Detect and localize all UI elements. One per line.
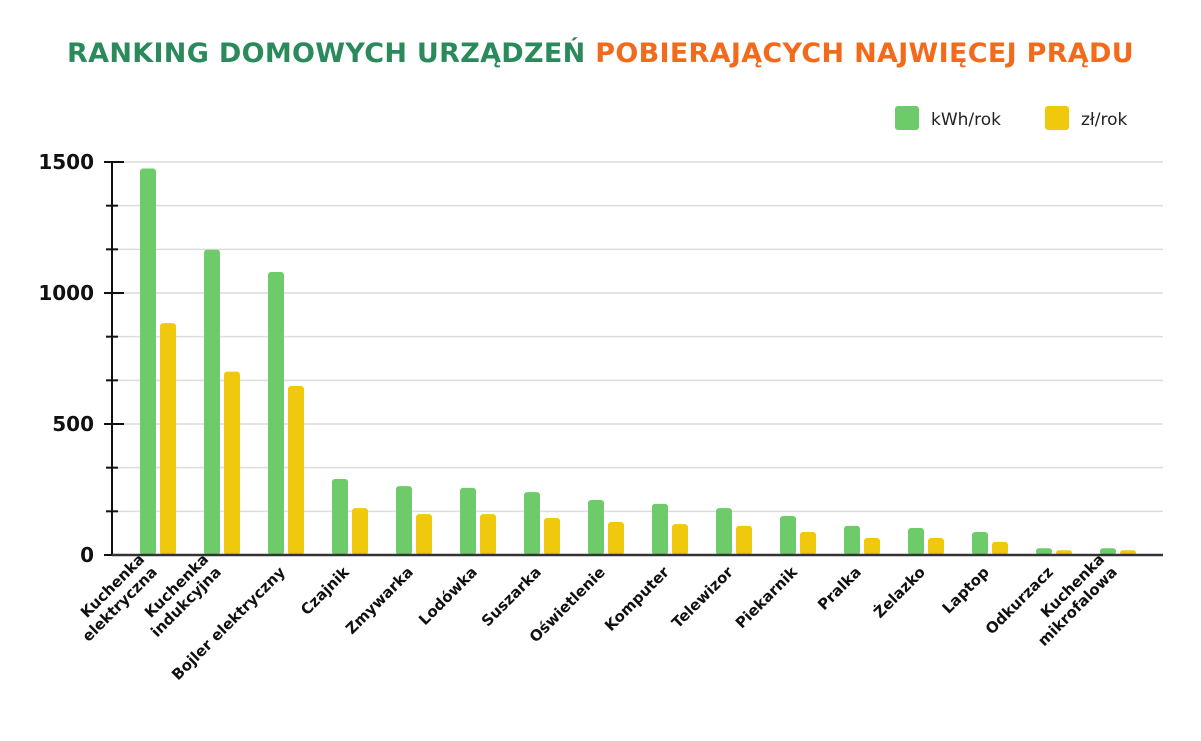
x-tick-label-line: Laptop bbox=[939, 563, 993, 617]
bar-zl bbox=[736, 525, 752, 555]
x-tick-label: Laptop bbox=[939, 563, 993, 617]
bar-kwh bbox=[460, 487, 476, 555]
title-part-2: POBIERAJĄCYCH NAJWIĘCEJ PRĄDU bbox=[595, 38, 1134, 69]
x-tick-label-line: Piekarnik bbox=[732, 562, 802, 632]
x-tick-label-line: Suszarka bbox=[478, 563, 545, 630]
bar-kwh bbox=[396, 486, 412, 555]
x-tick-label-line: Żelazko bbox=[869, 562, 928, 621]
y-tick-label: 500 bbox=[52, 412, 94, 436]
bar-zl bbox=[224, 371, 240, 555]
legend-swatch bbox=[1045, 106, 1069, 130]
x-tick-label-line: Czajnik bbox=[297, 562, 353, 618]
y-tick-label: 0 bbox=[80, 543, 94, 567]
bar-zl bbox=[160, 323, 176, 555]
bar-kwh bbox=[908, 528, 924, 555]
bar-kwh bbox=[1036, 548, 1052, 555]
bar-zl bbox=[416, 514, 432, 555]
x-tick-label-line: Telewizor bbox=[668, 563, 737, 632]
bar-kwh bbox=[268, 272, 284, 555]
y-tick-label: 1000 bbox=[38, 281, 94, 305]
bar-kwh bbox=[524, 492, 540, 555]
bar-kwh bbox=[204, 249, 220, 555]
x-tick-label-line: Zmywarka bbox=[342, 563, 417, 638]
bar-kwh bbox=[844, 525, 860, 555]
bar-kwh bbox=[652, 503, 668, 555]
x-tick-label: Telewizor bbox=[668, 563, 737, 632]
x-tick-label-line: Komputer bbox=[601, 563, 673, 635]
bar-zl bbox=[480, 514, 496, 555]
bar-kwh bbox=[140, 168, 156, 556]
bar-kwh bbox=[780, 515, 796, 555]
x-tick-label-line: Lodówka bbox=[415, 563, 481, 629]
bar-kwh bbox=[716, 508, 732, 555]
legend-label: zł/rok bbox=[1081, 110, 1127, 130]
title-part-1: RANKING DOMOWYCH URZĄDZEŃ bbox=[67, 38, 586, 69]
x-tick-label-line: Pralka bbox=[814, 563, 865, 614]
bar-kwh bbox=[1100, 548, 1116, 555]
bar-zl bbox=[864, 537, 880, 555]
x-tick-label: Piekarnik bbox=[732, 562, 802, 632]
x-tick-label: Suszarka bbox=[478, 563, 545, 630]
x-tick-label: Zmywarka bbox=[342, 563, 417, 638]
bar-zl bbox=[544, 518, 560, 555]
bar-zl bbox=[992, 541, 1008, 555]
bar-kwh bbox=[972, 531, 988, 555]
bar-zl bbox=[608, 521, 624, 555]
x-tick-label: Żelazko bbox=[869, 562, 928, 621]
bar-zl bbox=[352, 508, 368, 555]
bar-zl bbox=[928, 537, 944, 555]
x-tick-label: Czajnik bbox=[297, 562, 353, 618]
bar-zl bbox=[800, 531, 816, 555]
y-tick-label: 1500 bbox=[38, 150, 94, 174]
bar-kwh bbox=[588, 499, 604, 555]
legend-label: kWh/rok bbox=[931, 110, 1001, 130]
legend-swatch bbox=[895, 106, 919, 130]
x-tick-label: Komputer bbox=[601, 563, 673, 635]
x-tick-label: Kuchenkamikrofalowa bbox=[1021, 550, 1120, 649]
x-tick-label: Pralka bbox=[814, 563, 865, 614]
x-tick-label: Lodówka bbox=[415, 563, 481, 629]
chart-title: RANKING DOMOWYCH URZĄDZEŃ POBIERAJĄCYCH … bbox=[0, 38, 1201, 69]
bar-zl bbox=[672, 524, 688, 555]
bar-kwh bbox=[332, 479, 348, 555]
bar-zl bbox=[288, 386, 304, 555]
